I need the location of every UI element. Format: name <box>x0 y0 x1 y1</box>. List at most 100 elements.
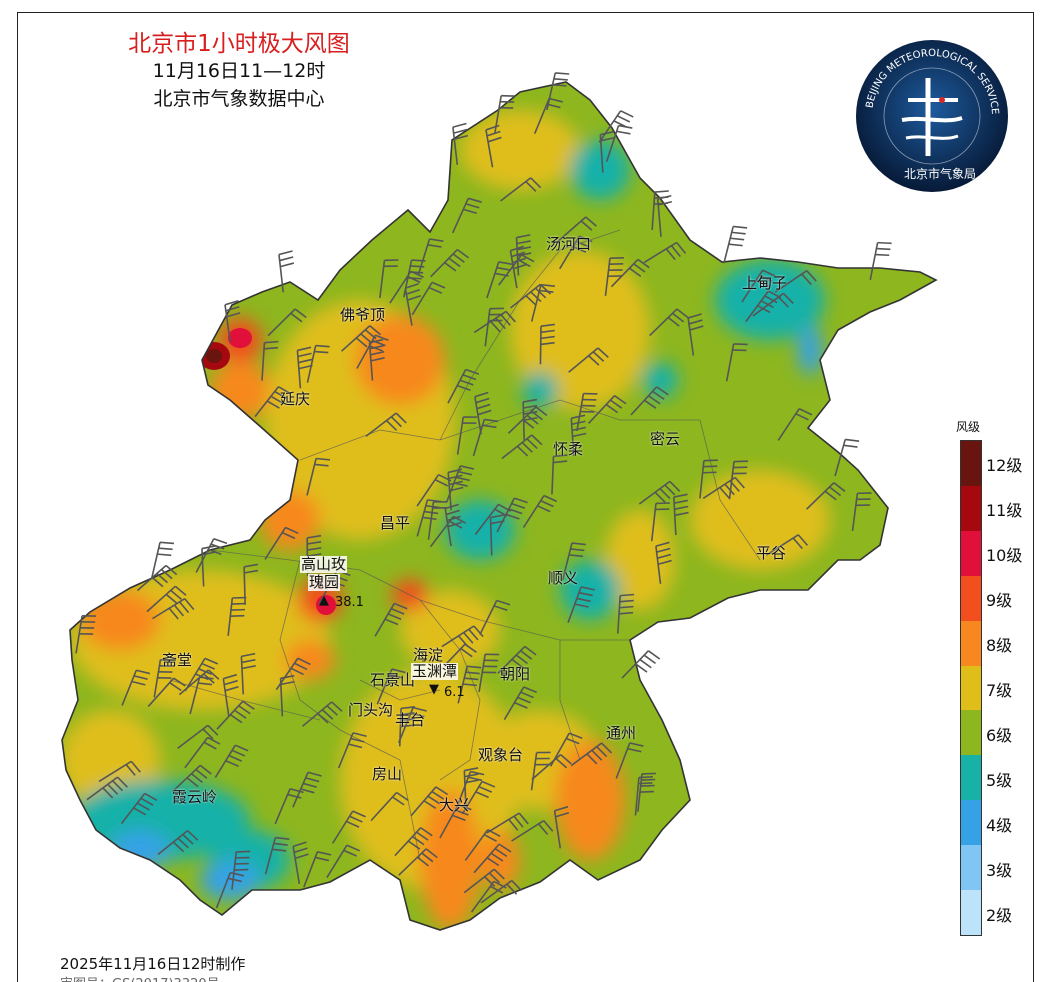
wind-barb <box>570 414 587 457</box>
wind-barb <box>515 234 532 276</box>
wind-barb <box>687 313 704 356</box>
wind-barb <box>398 706 427 744</box>
legend-level-label: 5级 <box>986 770 1013 790</box>
wind-barb <box>530 751 551 791</box>
map-issuer: 北京市气象数据中心 <box>153 88 325 110</box>
wind-barb <box>379 259 399 299</box>
wind-barb <box>777 407 813 441</box>
wind-barb <box>214 744 249 778</box>
district-label: 霞云岭 <box>172 788 218 806</box>
wind-barb <box>416 473 452 507</box>
wind-barb <box>417 238 444 276</box>
legend-level-label: 12级 <box>986 456 1023 476</box>
wind-barb <box>616 593 635 634</box>
wind-barb <box>615 742 644 779</box>
wind-barb <box>447 368 480 404</box>
wind-barb <box>598 110 634 143</box>
station-max-name-line2: 瑰园 <box>308 573 341 591</box>
wind-barb <box>446 465 475 502</box>
legend-color-swatch <box>961 620 981 667</box>
district-label: 怀柔 <box>553 440 584 458</box>
wind-barb <box>806 482 846 510</box>
district-label: 昌平 <box>380 514 411 532</box>
wind-barb <box>326 844 361 878</box>
legend-level-label: 7级 <box>986 681 1013 700</box>
wind-barb <box>522 494 558 529</box>
wind-barb <box>216 700 255 730</box>
wind-barb <box>553 805 570 849</box>
wind-barb <box>533 97 563 134</box>
wind-barb <box>501 434 543 460</box>
wind-barb <box>643 241 687 264</box>
wind-barb <box>254 386 291 418</box>
map-frame <box>17 12 1034 982</box>
wind-barb <box>227 596 247 636</box>
wind-barb <box>184 736 221 769</box>
station-max-name-line1: 高山玫 <box>300 555 348 573</box>
wind-barb <box>153 658 175 698</box>
wind-barb <box>478 653 500 692</box>
wind-barb <box>556 216 597 243</box>
wind-barb <box>439 803 472 839</box>
legend-color-swatch <box>961 755 981 801</box>
wind-barb <box>296 346 313 389</box>
wind-barb <box>637 772 656 812</box>
wind-barb <box>301 701 343 727</box>
wind-barb <box>576 392 598 432</box>
legend-level-label: 6级 <box>986 725 1013 745</box>
wind-barb <box>306 344 330 383</box>
district-label: 观象台 <box>478 746 524 764</box>
wind-barb <box>152 598 195 620</box>
wind-barb <box>147 677 186 707</box>
district-label: 房山 <box>372 765 403 783</box>
wind-barb <box>774 270 817 293</box>
wind-barb <box>278 250 295 293</box>
wind-barb <box>240 652 256 695</box>
wind-barb <box>549 732 583 767</box>
wind-barb <box>655 541 672 584</box>
wind-barb <box>630 386 669 416</box>
legend-color-swatch <box>961 485 981 532</box>
wind-barb <box>473 843 512 874</box>
district-label: 汤河口 <box>546 235 592 253</box>
wind-barb <box>303 851 332 888</box>
wind-barb <box>725 343 748 382</box>
wind-barb <box>765 534 809 556</box>
legend-level-label: 9级 <box>986 591 1013 611</box>
wind-barb <box>480 879 523 904</box>
district-label: 密云 <box>650 430 681 448</box>
wind-barb <box>463 767 479 809</box>
district-label: 门头沟 <box>348 701 394 719</box>
wind-barb <box>177 724 219 750</box>
wind-barb <box>604 257 624 296</box>
legend-level-label: 3级 <box>986 860 1013 880</box>
wind-barb <box>485 124 502 168</box>
wind-barb <box>136 564 178 592</box>
wind-barb <box>570 742 613 767</box>
wind-barb <box>306 457 331 496</box>
district-label: 丰台 <box>395 711 426 729</box>
wind-barb <box>279 674 295 717</box>
station-max-marker: ▲ <box>319 593 329 608</box>
wind-barb <box>497 645 537 674</box>
wind-barb <box>222 673 239 717</box>
wind-barb <box>741 269 776 303</box>
wind-barb <box>851 492 872 532</box>
wind-barb <box>473 310 516 334</box>
wind-barb <box>231 850 251 890</box>
wind-barb <box>834 438 860 477</box>
wind-barb <box>120 792 158 825</box>
wind-barb <box>510 283 551 309</box>
wind-barb <box>398 848 438 876</box>
map-title: 北京市1小时极大风图 <box>128 31 350 57</box>
district-label: 通州 <box>606 724 637 742</box>
wind-barb <box>337 732 367 769</box>
district-label: 顺义 <box>548 569 579 587</box>
wind-barb <box>451 197 482 234</box>
wind-barb <box>365 412 407 437</box>
wind-barb <box>474 503 512 536</box>
legend-level-label: 4级 <box>986 815 1013 835</box>
legend-color-swatch <box>961 800 981 846</box>
